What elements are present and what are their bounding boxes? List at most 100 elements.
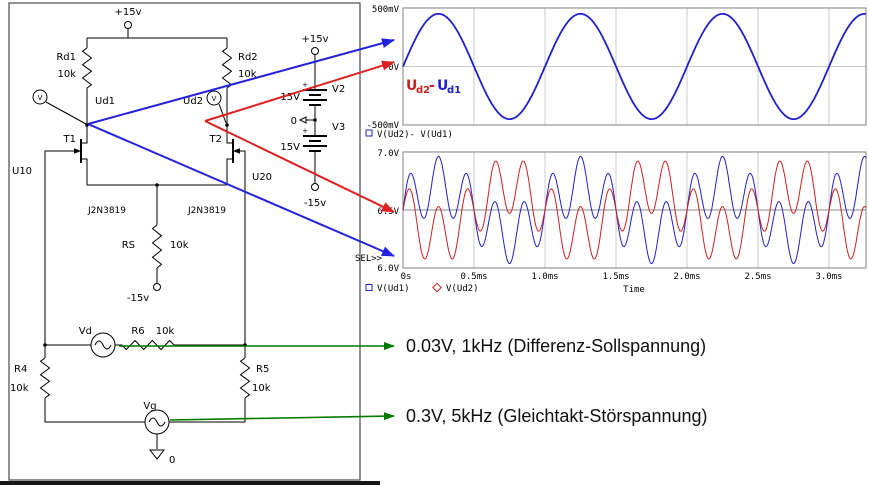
annotation-arrows <box>87 38 395 421</box>
trace-vud2-minus-vud1 <box>402 12 867 120</box>
vd-label: Vd <box>79 326 92 337</box>
r6-label: R6 <box>131 326 144 337</box>
legend-square-marker <box>365 129 373 137</box>
rd2-label: Rd2 <box>238 52 258 63</box>
supply-neg-label: -15v <box>127 293 149 304</box>
rd1-label: Rd1 <box>56 52 76 63</box>
v2-plus-sign: + <box>302 81 308 89</box>
plot-differential-output: 500mV 0V -500mV U d2 - U d1 V(Ud2)- V(Ud… <box>365 5 867 140</box>
sel-label: SEL>> <box>355 254 383 264</box>
xtick-30ms: 3.0ms <box>815 272 842 282</box>
xtick-10ms: 1.0ms <box>531 272 558 282</box>
voltage-probe-ud2: V <box>206 90 222 106</box>
r5-value: 10k <box>252 383 271 394</box>
t2-model-label: J2N3819 <box>187 206 226 216</box>
legend-square-marker-vud1 <box>365 284 373 291</box>
plot-top-ytick-0v: 0V <box>388 63 399 73</box>
ground-symbol <box>148 449 166 460</box>
supply-node-v2 <box>311 47 319 55</box>
xtick-0s: 0s <box>401 272 412 282</box>
rd1-value: 10k <box>57 69 76 80</box>
xtick-05ms: 0.5ms <box>460 272 487 282</box>
t1-model-label: J2N3819 <box>87 206 126 216</box>
battery-v2 <box>303 89 327 106</box>
rs-value: 10k <box>170 240 189 251</box>
resistor-r4 <box>39 357 51 399</box>
traces-vud1-vud2 <box>402 155 867 265</box>
ud2-label: Ud2 <box>183 96 203 107</box>
plot-top-ytick-500mv: 500mV <box>372 5 400 15</box>
u20-label: U20 <box>252 172 272 183</box>
ud1-label: Ud1 <box>95 96 115 107</box>
t1-label: T1 <box>63 134 76 145</box>
ground-zero-label: 0 <box>169 455 175 466</box>
xtick-15ms: 1.5ms <box>602 272 629 282</box>
v2-value: 15V <box>280 92 300 103</box>
u10-label: U10 <box>12 166 32 177</box>
vsrc-minus15-label: -15v <box>304 198 326 209</box>
source-vd <box>90 332 116 358</box>
legend-label-vud2: V(Ud2) <box>446 284 479 294</box>
bottom-window-edge <box>0 481 380 485</box>
v3-value: 15V <box>280 142 300 153</box>
plot-drain-voltages: 7.0V 6.5V 6.0V SEL>> 0s 0.5ms 1.0ms 1.5m… <box>355 149 867 295</box>
zero-node-label: 0 <box>291 116 297 127</box>
v3-label: V3 <box>332 122 345 133</box>
zero-node-flag <box>298 116 307 124</box>
arrow-ud1-to-top-plot <box>87 38 395 125</box>
jfet-t2 <box>232 139 240 163</box>
common-source-annotation: 0.3V, 5kHz (Gleichtakt-Störspannung) <box>406 406 708 426</box>
svg-text:-: - <box>429 78 435 94</box>
jfet-t1 <box>74 139 82 163</box>
resistor-r6 <box>121 339 175 351</box>
r4-value: 10k <box>10 383 29 394</box>
supply-node-v3 <box>311 183 319 191</box>
xtick-20ms: 2.0ms <box>673 272 700 282</box>
rd2-value: 10k <box>238 69 257 80</box>
arrow-ud1-to-bottom-plot <box>87 123 395 257</box>
r5-label: R5 <box>256 364 269 375</box>
voltage-probe-ud1: V <box>32 89 48 105</box>
svg-text:U: U <box>406 78 417 94</box>
plot-bottom-ytick-6v: 6.0V <box>377 264 399 274</box>
arrow-vg-to-text <box>169 412 395 421</box>
svg-text:V: V <box>38 94 43 102</box>
battery-v3 <box>303 135 327 152</box>
vg-label: Vg <box>143 401 156 412</box>
resistor-rd2 <box>221 47 233 89</box>
formula-ud2-minus-ud1: U d2 - U d1 <box>406 78 461 96</box>
resistor-r5 <box>239 357 251 399</box>
svg-text:V: V <box>212 95 217 103</box>
v3-plus-sign: + <box>302 127 308 135</box>
supply-node-top <box>124 21 132 29</box>
resistor-rs <box>151 224 163 269</box>
circuit-schematic: V V +15v Rd1 10k Rd2 10k Ud1 Ud <box>8 2 361 481</box>
t2-label: T2 <box>209 134 222 145</box>
legend-diamond-marker-vud2 <box>432 282 442 293</box>
supply-top-label: +15v <box>114 7 141 18</box>
v2-label: V2 <box>332 84 345 95</box>
svg-text:d2: d2 <box>416 85 430 96</box>
r6-value: 10k <box>156 326 175 337</box>
plot-bottom-ytick-7v: 7.0V <box>377 149 399 159</box>
plot-bottom-legend: V(Ud1) V(Ud2) <box>365 282 479 294</box>
legend-label-vud1: V(Ud1) <box>377 284 410 294</box>
plot-top-legend: V(Ud2)- V(Ud1) <box>365 129 453 140</box>
plot-top-ytick-neg500mv: -500mV <box>366 121 399 131</box>
xtick-25ms: 2.5ms <box>744 272 771 282</box>
svg-text:d1: d1 <box>447 85 461 96</box>
vsrc-plus15-label: +15v <box>301 34 328 45</box>
legend-label-vud2-vud1: V(Ud2)- V(Ud1) <box>377 130 453 140</box>
diff-source-annotation: 0.03V, 1kHz (Differenz-Sollspannung) <box>406 336 706 356</box>
resistor-rd1 <box>81 47 93 89</box>
rs-label: RS <box>122 240 135 251</box>
source-vg <box>144 409 170 435</box>
r4-label: R4 <box>14 364 27 375</box>
arrow-ud2-to-bottom-plot <box>204 120 395 213</box>
svg-text:U: U <box>437 78 448 94</box>
xaxis-title: Time <box>623 285 645 295</box>
supply-node-neg <box>153 283 161 291</box>
arrow-ud2-to-top-plot <box>204 60 395 122</box>
